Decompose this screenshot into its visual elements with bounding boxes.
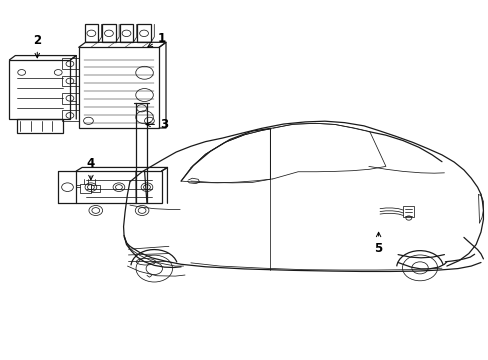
Text: 5: 5 [374, 232, 382, 255]
Text: 2: 2 [33, 33, 41, 58]
Bar [137, 24, 151, 42]
Bar [403, 206, 413, 217]
Bar [102, 24, 116, 42]
Bar [76, 171, 161, 203]
Bar [17, 119, 63, 134]
Bar [61, 110, 79, 121]
Bar [61, 58, 79, 69]
Bar [9, 60, 70, 119]
Bar [120, 24, 133, 42]
Bar [84, 24, 98, 42]
Text: 3: 3 [146, 118, 168, 131]
Bar [79, 47, 159, 128]
Bar [91, 185, 100, 192]
Text: 1: 1 [147, 32, 165, 47]
Bar [61, 93, 79, 104]
Bar [80, 184, 91, 193]
Bar [61, 76, 79, 86]
Text: 4: 4 [86, 157, 95, 180]
